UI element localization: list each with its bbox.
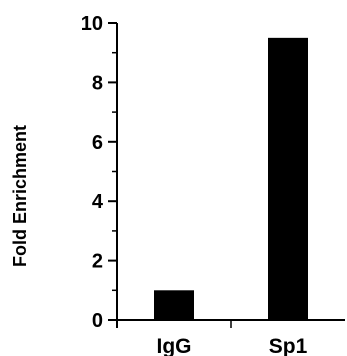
y-tick-label-8: 8 bbox=[92, 72, 103, 94]
x-tick-label-sp1: Sp1 bbox=[269, 335, 308, 356]
y-tick-label-10: 10 bbox=[81, 13, 103, 35]
y-tick-label-6: 6 bbox=[92, 132, 103, 154]
plot-area: IgG Sp1 0 2 4 6 8 10 bbox=[81, 13, 345, 356]
bar-igg bbox=[154, 290, 194, 320]
y-tick-label-4: 4 bbox=[92, 191, 104, 213]
y-axis-title: Fold Enrichment bbox=[10, 125, 30, 267]
bar-sp1 bbox=[268, 37, 308, 320]
x-tick-label-igg: IgG bbox=[157, 335, 192, 356]
y-tick-label-0: 0 bbox=[92, 310, 103, 332]
y-tick-label-2: 2 bbox=[92, 251, 103, 273]
